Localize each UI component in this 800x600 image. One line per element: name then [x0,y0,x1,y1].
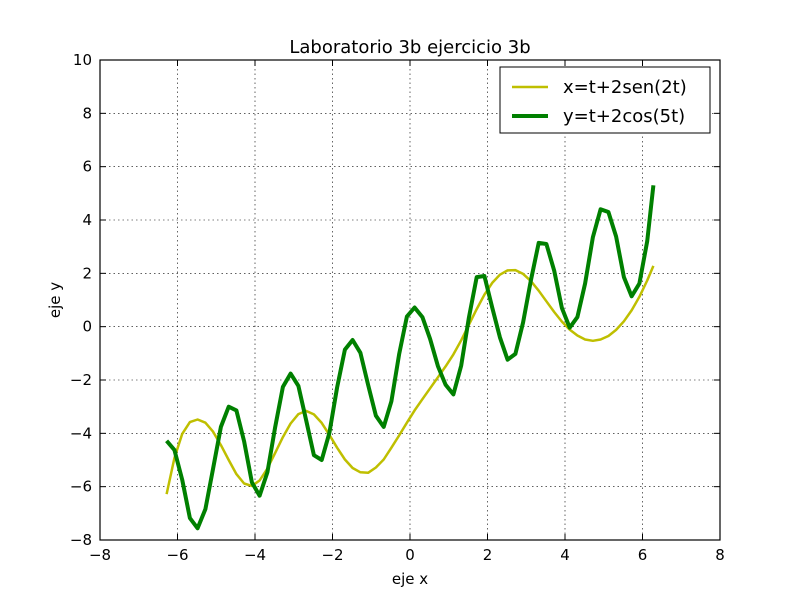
x-tick-label: 4 [560,546,570,564]
grid [100,60,720,540]
series-layer [165,185,656,531]
x-axis-label: eje x [392,570,428,588]
ticks: −8 −6 −4 −2 0 2 4 6 8 −8 −6 −4 −2 0 2 4 6 8 10 [70,51,725,564]
y-tick-label: −6 [70,478,92,496]
x-tick-label: −6 [166,546,188,564]
x-tick-label: −4 [244,546,266,564]
x-tick-label: 0 [405,546,415,564]
y-tick-label: 10 [73,51,92,69]
legend-box [499,66,711,134]
series-line-x [165,265,655,495]
y-tick-label: 4 [82,211,92,229]
x-tick-label: −8 [89,546,111,564]
legend-label-y-series: y=t+2cos(5t) [563,106,685,127]
x-tick-label: 6 [638,546,648,564]
legend: x=t+2sen(2t) y=t+2cos(5t) [499,66,711,134]
y-tick-label: 2 [82,264,92,282]
y-tick-label: 0 [82,318,92,336]
y-tick-label: −8 [70,531,92,549]
x-tick-label: 2 [483,546,493,564]
y-tick-label: −2 [70,371,92,389]
legend-label-x-series: x=t+2sen(2t) [563,77,687,98]
chart-title: Laboratorio 3b ejercicio 3b [289,37,530,58]
x-tick-label: −2 [321,546,343,564]
x-tick-label: 8 [715,546,725,564]
y-tick-label: 6 [82,158,92,176]
series-line-y [165,185,656,531]
y-axis-label: eje y [46,282,64,318]
y-tick-label: 8 [82,104,92,122]
y-tick-label: −4 [70,424,92,442]
